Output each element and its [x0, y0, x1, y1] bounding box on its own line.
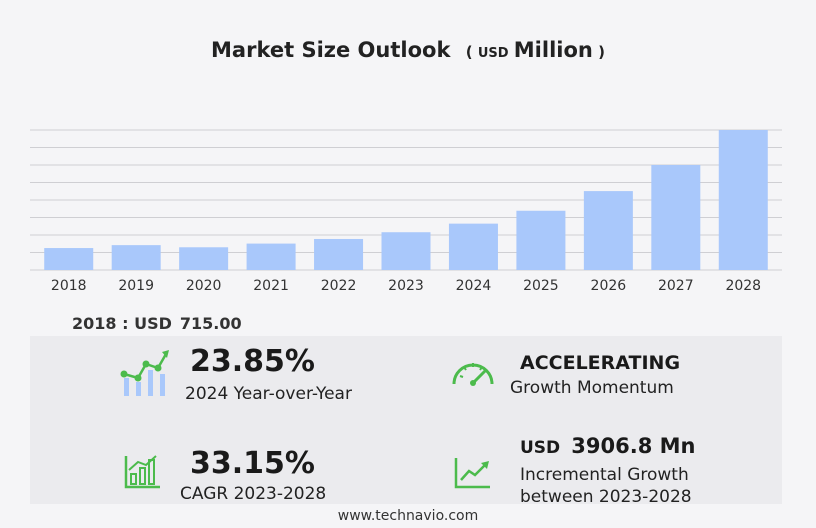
source-footer: www.technavio.com: [337, 508, 479, 524]
cagr-value: 33.15%: [190, 446, 315, 481]
incremental-value: USD 3906.8 Mn: [520, 434, 695, 458]
bar-chart: 2018 2019 2020 2021 2022 2023 2024 2025 2026 2027…: [30, 129, 782, 294]
growth-chart-icon: [120, 350, 169, 396]
chart-title-text: Market Size Outlook: [211, 38, 451, 62]
x-tick-label: 2028: [725, 278, 761, 294]
first-year-value: 2018 : USD 715.00: [72, 314, 242, 333]
unit-currency: USD: [477, 46, 509, 61]
bar-2019: [111, 245, 161, 270]
bar-2026: [583, 191, 633, 270]
bar-2025: [516, 210, 566, 270]
bar-2020: [179, 247, 229, 270]
bar-2028: [718, 130, 768, 270]
x-tick-label: 2024: [456, 278, 492, 294]
speedometer-icon: [452, 363, 494, 386]
bar-2024: [448, 223, 498, 270]
trend-line-icon: [454, 458, 490, 489]
x-tick-label: 2020: [186, 278, 222, 294]
yoy-label: 2024 Year-over-Year: [185, 384, 352, 404]
incremental-label-2: between 2023-2028: [520, 487, 692, 507]
x-tick-label: 2021: [253, 278, 289, 294]
first-year-amount: 715.00: [179, 314, 242, 333]
bar-2018: [44, 248, 94, 270]
bar-2021: [246, 243, 296, 270]
unit-paren-open: (: [465, 43, 473, 61]
first-year-label: 2018 : USD: [72, 314, 172, 333]
chart-title: Market Size Outlook ( USD Million ): [0, 38, 816, 62]
bar-2027: [651, 165, 701, 270]
bar-chart-icon: [124, 455, 160, 489]
momentum-value: ACCELERATING: [520, 352, 681, 374]
x-tick-label: 2019: [118, 278, 154, 294]
chart-unit: ( USD Million ): [465, 38, 605, 62]
stats-panel: [30, 336, 782, 504]
x-tick-label: 2018: [51, 278, 87, 294]
momentum-label: Growth Momentum: [510, 378, 674, 398]
x-tick-label: 2022: [321, 278, 357, 294]
bar-2023: [381, 232, 431, 270]
incremental-amount: 3906.8 Mn: [571, 434, 696, 458]
unit-scale: Million: [513, 38, 593, 62]
x-tick-label: 2023: [388, 278, 424, 294]
cagr-label: CAGR 2023-2028: [180, 484, 327, 504]
incremental-currency: USD: [520, 438, 561, 458]
yoy-value: 23.85%: [190, 344, 315, 379]
x-tick-label: 2027: [658, 278, 694, 294]
x-tick-label: 2026: [591, 278, 627, 294]
bar-2022: [314, 238, 364, 270]
x-tick-label: 2025: [523, 278, 559, 294]
unit-paren-close: ): [598, 43, 605, 61]
incremental-label-1: Incremental Growth: [520, 465, 689, 485]
